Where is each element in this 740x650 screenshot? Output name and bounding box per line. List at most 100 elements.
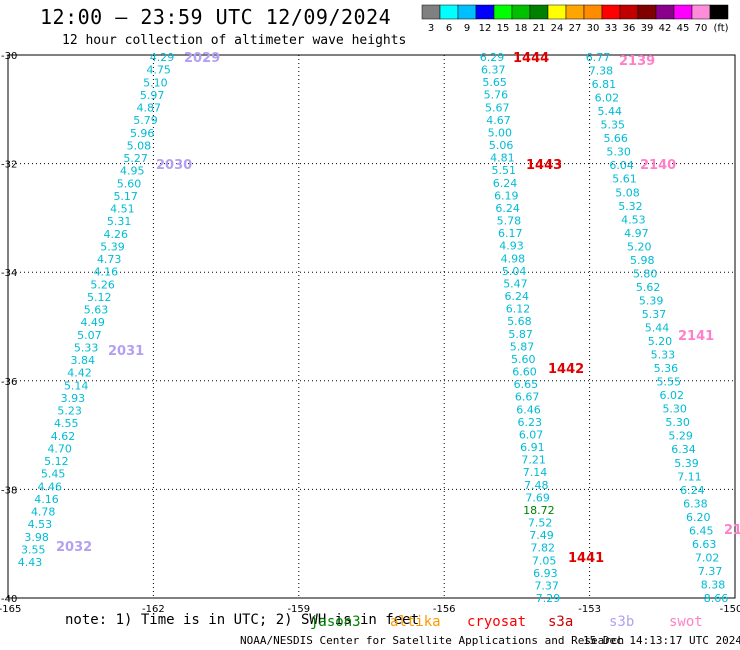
- pass-number-label: 2139: [619, 54, 655, 69]
- wave-height-label: 5.26: [90, 278, 115, 291]
- wave-height-label: 4.16: [94, 266, 119, 279]
- wave-height-label: 5.78: [497, 215, 522, 228]
- footer-credit: NOAA/NESDIS Center for Satellite Applica…: [240, 634, 625, 647]
- footer-timestamp: 15 Dec 14:13:17 UTC 2024: [583, 634, 740, 647]
- wave-height-label: 6.04: [609, 159, 634, 172]
- wave-height-label: 5.65: [482, 76, 507, 89]
- colorbar-label: (ft): [713, 23, 728, 34]
- colorbar-label: 42: [659, 23, 672, 34]
- wave-height-label: 6.81: [592, 78, 617, 91]
- wave-height-label: 5.00: [488, 126, 513, 139]
- wave-height-label: 6.34: [671, 443, 696, 456]
- colorbar-label: 18: [515, 23, 528, 34]
- lat-label: -40: [1, 594, 17, 605]
- wave-height-label: 6.65: [514, 378, 539, 391]
- wave-height-label: 4.51: [110, 203, 135, 216]
- wave-height-label: 5.30: [606, 146, 631, 159]
- legend-altika: altika: [390, 614, 441, 630]
- wave-height-label: 18.72: [523, 504, 555, 517]
- wave-height-label: 5.04: [502, 265, 527, 278]
- wave-height-label: 6.77: [586, 51, 611, 64]
- wave-height-label: 5.33: [651, 349, 676, 362]
- wave-height-label: 5.30: [662, 403, 687, 416]
- wave-height-label: 4.81: [490, 152, 515, 165]
- wave-height-label: 4.62: [51, 430, 76, 443]
- wave-height-label: 6.24: [680, 484, 705, 497]
- wave-height-label: 6.02: [660, 389, 685, 402]
- wave-height-label: 6.91: [520, 441, 545, 454]
- wave-height-label: 5.51: [491, 164, 516, 177]
- pass-number-label: 1441: [568, 551, 604, 566]
- wave-height-label: 6.67: [515, 391, 540, 404]
- wave-height-label: 5.39: [639, 294, 664, 307]
- wave-height-label: 4.73: [97, 253, 122, 266]
- wave-height-label: 4.95: [120, 165, 145, 178]
- wave-height-label: 6.60: [512, 366, 537, 379]
- wave-height-label: 6.37: [481, 64, 506, 77]
- wave-height-label: 5.67: [485, 101, 510, 114]
- wave-height-label: 7.29: [536, 592, 561, 605]
- wave-height-label: 6.24: [495, 202, 520, 215]
- wave-height-label: 5.55: [657, 376, 682, 389]
- wave-height-label: 5.37: [642, 308, 667, 321]
- pass-number-label: 2032: [56, 540, 92, 555]
- wave-height-label: 5.20: [627, 240, 652, 253]
- pass-number-label: 2141: [678, 329, 714, 344]
- wave-height-label: 5.14: [64, 379, 89, 392]
- colorbar-swatch: [655, 4, 675, 20]
- colorbar-swatch: [493, 4, 513, 20]
- pass-number-label: 1443: [526, 158, 562, 173]
- wave-height-label: 7.11: [677, 470, 702, 483]
- wave-height-label: 4.46: [38, 480, 63, 493]
- pass-number-label: 1444: [513, 51, 549, 66]
- wave-height-label: 5.39: [674, 457, 699, 470]
- wave-height-label: 6.38: [683, 497, 708, 510]
- note-text: note: 1) Time is in UTC; 2) SWH is in fe…: [65, 612, 420, 628]
- wave-height-label: 5.62: [636, 281, 661, 294]
- map-subtitle: 12 hour collection of altimeter wave hei…: [62, 33, 407, 48]
- colorbar-label: 21: [533, 23, 546, 34]
- wave-height-label: 5.10: [143, 76, 168, 89]
- wave-height-label: 5.32: [618, 200, 643, 213]
- wave-height-label: 4.93: [499, 240, 524, 253]
- colorbar-label: 15: [497, 23, 510, 34]
- colorbar-swatch: [547, 4, 567, 20]
- wave-height-label: 7.21: [521, 454, 546, 467]
- colorbar-label: 30: [587, 23, 600, 34]
- lon-label: -153: [578, 604, 601, 615]
- wave-height-label: 5.39: [100, 240, 125, 253]
- wave-height-label: 7.48: [524, 479, 549, 492]
- wave-height-label: 5.98: [630, 254, 655, 267]
- wave-height-label: 5.76: [484, 89, 509, 102]
- colorbar-swatch: [637, 4, 657, 20]
- pass-number-label: 2029: [184, 51, 220, 66]
- wave-height-label: 5.35: [601, 119, 626, 132]
- wave-height-label: 7.69: [525, 491, 550, 504]
- wave-height-label: 4.70: [47, 442, 72, 455]
- colorbar-label: 70: [695, 23, 708, 34]
- colorbar-label: 45: [677, 23, 690, 34]
- wave-height-label: 5.79: [133, 114, 158, 127]
- colorbar-swatch: [457, 4, 477, 20]
- wave-height-label: 5.47: [503, 277, 528, 290]
- lon-label: -165: [0, 604, 21, 615]
- wave-height-label: 5.29: [668, 430, 693, 443]
- wave-height-label: 8.38: [701, 578, 726, 591]
- colorbar-swatch: [709, 4, 729, 20]
- wave-height-label: 6.02: [595, 92, 620, 105]
- wave-height-label: 5.12: [87, 291, 112, 304]
- wave-height-label: 4.67: [486, 114, 511, 127]
- wave-height-label: 5.23: [57, 405, 82, 418]
- wave-height-label: 7.82: [531, 542, 556, 555]
- colorbar-swatch: [421, 4, 441, 20]
- colorbar-label: 39: [641, 23, 654, 34]
- lon-label: -162: [142, 604, 165, 615]
- lon-label: -150: [720, 604, 740, 615]
- wave-height-label: 4.78: [31, 506, 56, 519]
- wave-height-label: 4.43: [18, 556, 43, 569]
- wave-height-label: 6.45: [689, 524, 714, 537]
- wave-height-label: 4.53: [28, 518, 53, 531]
- colorbar-swatch: [601, 4, 621, 20]
- wave-height-label: 5.66: [603, 132, 628, 145]
